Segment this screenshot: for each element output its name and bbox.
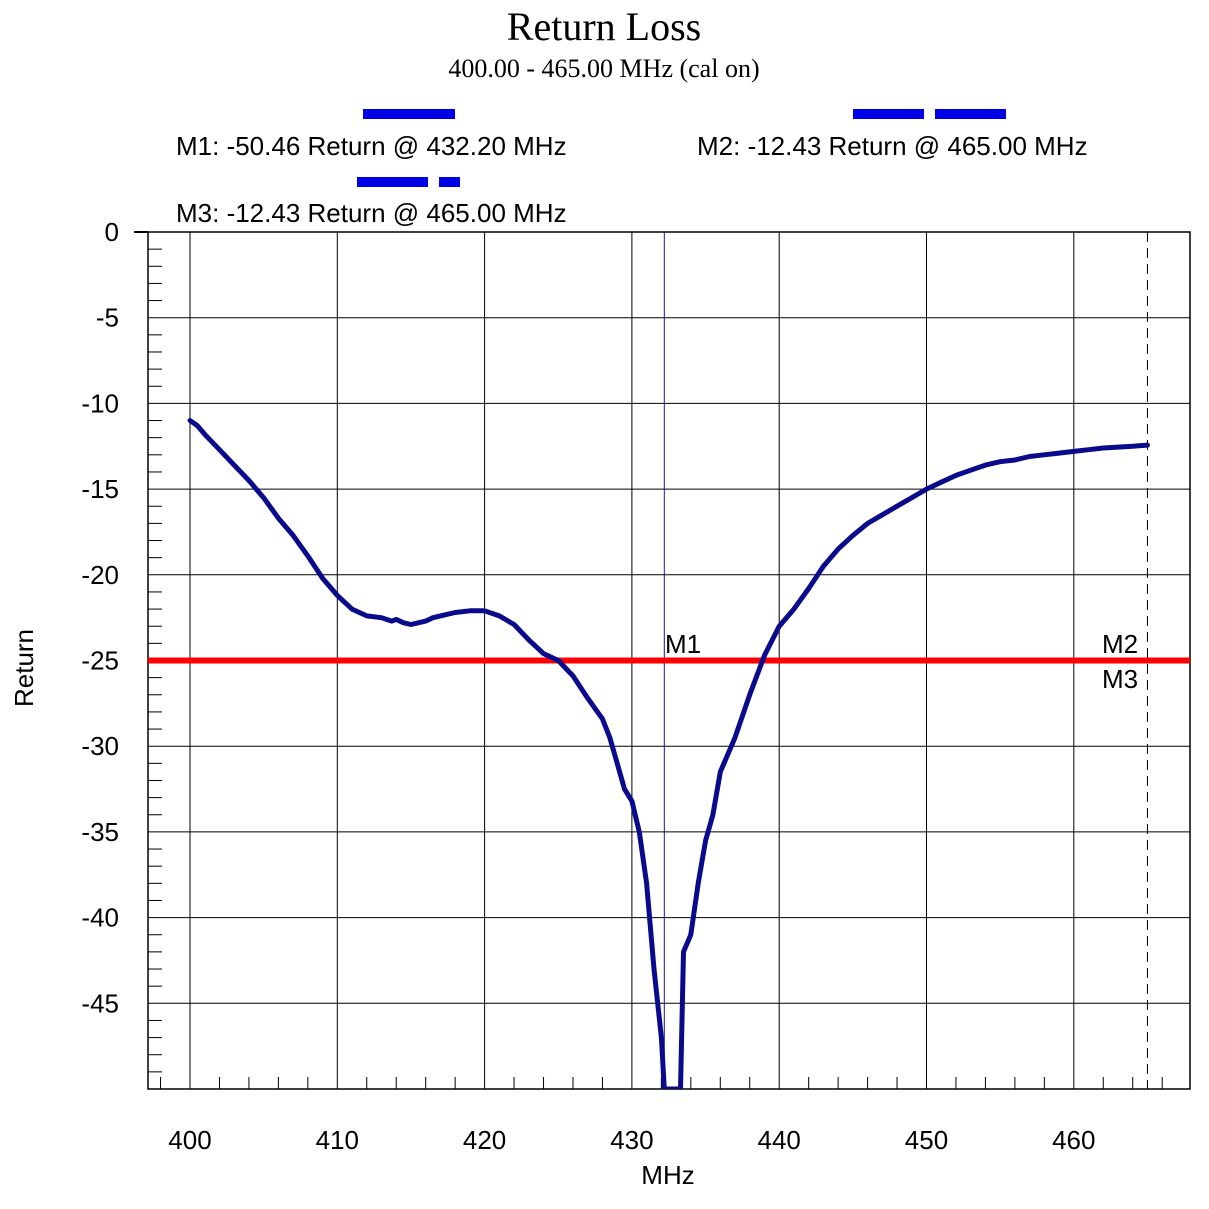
x-tick-label: 410 (316, 1125, 359, 1155)
chart-subtitle: 400.00 - 465.00 MHz (cal on) (448, 54, 759, 83)
x-tick-label: 450 (905, 1125, 948, 1155)
y-tick-label: -15 (81, 474, 119, 504)
m1-legend-swatch (363, 109, 455, 119)
m2-legend-swatch (853, 109, 1006, 119)
m1-marker-label: M1 (665, 629, 701, 659)
m3-marker-label: M3 (1102, 664, 1138, 694)
y-tick-label: -40 (81, 903, 119, 933)
y-tick-label: -25 (81, 646, 119, 676)
x-axis-title: MHz (641, 1160, 694, 1190)
m1-readout: M1: -50.46 Return @ 432.20 MHz (176, 131, 567, 161)
x-tick-label: 430 (610, 1125, 653, 1155)
m3-legend-swatch (357, 177, 460, 187)
m2-readout: M2: -12.43 Return @ 465.00 MHz (697, 131, 1088, 161)
x-tick-label: 460 (1052, 1125, 1095, 1155)
plot-area: 400 410 420 430 440 450 460 0 -5 -10 -15 -20 -25 -30 -… (81, 217, 1191, 1155)
y-tick-label: -35 (81, 817, 119, 847)
y-tick-label: 0 (105, 217, 119, 247)
m3-readout: M3: -12.43 Return @ 465.00 MHz (176, 198, 567, 228)
x-tick-label: 420 (463, 1125, 506, 1155)
y-tick-label: -20 (81, 560, 119, 590)
return-loss-trace (187, 418, 1150, 1089)
m2-marker-label: M2 (1102, 629, 1138, 659)
y-tick-label: -30 (81, 731, 119, 761)
x-tick-label: 400 (168, 1125, 211, 1155)
chart-title: Return Loss (507, 4, 701, 49)
y-tick-label: -5 (96, 303, 119, 333)
y-tick-label: -45 (81, 988, 119, 1018)
y-tick-label: -10 (81, 388, 119, 418)
y-axis-title: Return (9, 629, 39, 707)
x-tick-label: 440 (758, 1125, 801, 1155)
